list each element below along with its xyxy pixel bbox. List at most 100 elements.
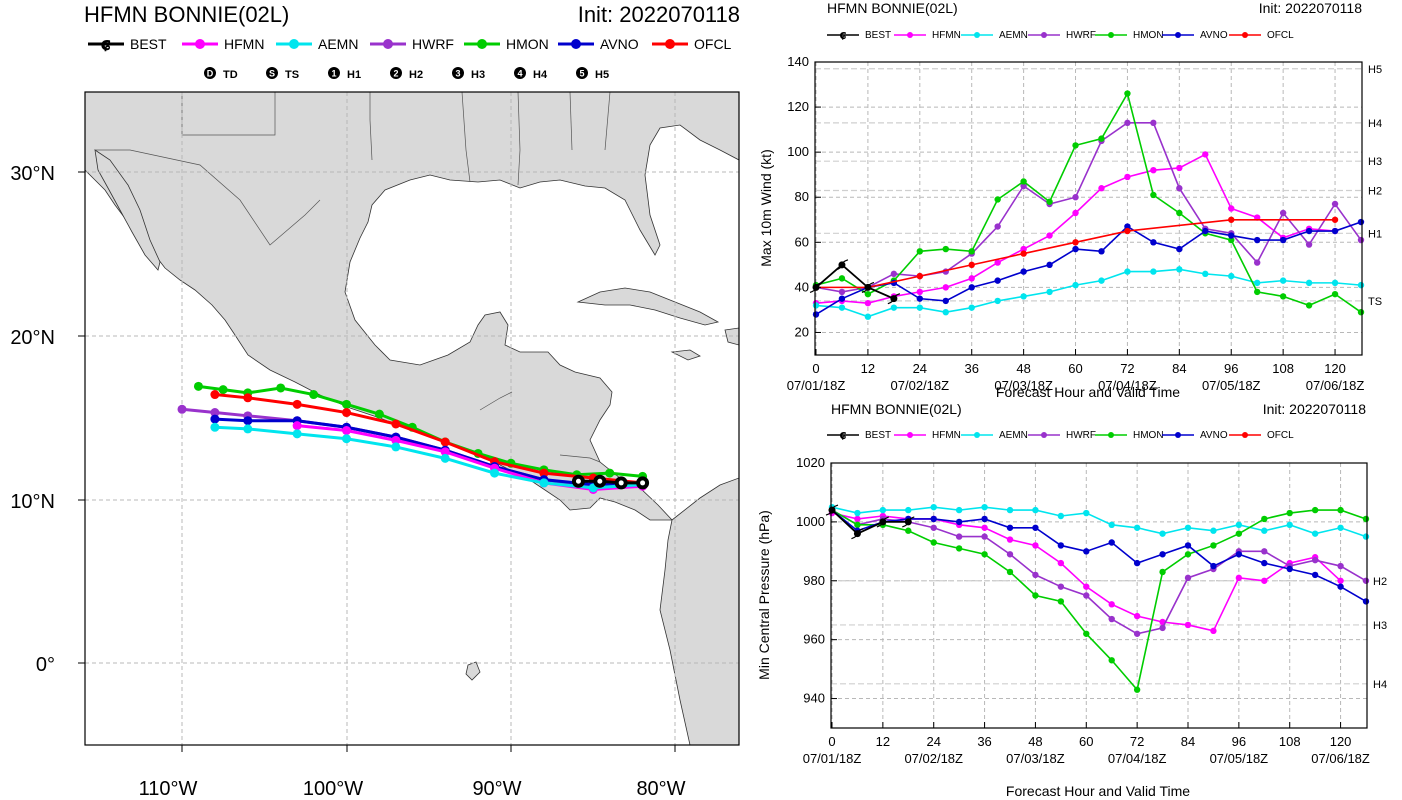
- data-point-hwrf: [890, 270, 898, 278]
- series-line-aemn: [831, 506, 1367, 538]
- legend-marker-ofcl: [1242, 32, 1248, 38]
- track-point-hmon: [276, 383, 286, 393]
- data-point-ofcl: [1331, 216, 1339, 223]
- y-tick-label: 40: [795, 279, 809, 294]
- data-point-avno: [1108, 539, 1115, 546]
- data-point-hfmn: [1176, 164, 1183, 172]
- data-point-avno: [930, 515, 937, 523]
- galapagos-islands: [465, 661, 481, 681]
- data-point-aemn: [994, 297, 1001, 305]
- hurricane-symbol-icon: [851, 528, 864, 540]
- baja-california: [94, 149, 161, 271]
- legend-label-hmon: HMON: [506, 36, 549, 52]
- legend-label-avno: AVNO: [1200, 430, 1228, 441]
- intensity-label-h3: H3: [471, 69, 485, 81]
- x-tick-label: 108: [1272, 361, 1294, 376]
- pressure-chart-legend: ɕ BEST HFMN AEMN HWRF HMON AVNO OFCL: [827, 428, 1294, 442]
- data-point-aemn: [890, 304, 898, 311]
- wind-chart-ticks: 20 40 60 80 100 120 140 0 12 24 36 48 60 72 84 96 108 120…: [787, 54, 1365, 393]
- data-point-ofcl: [916, 272, 924, 280]
- hurricane-symbol-icon: [902, 516, 915, 528]
- data-point-hwrf: [1150, 119, 1157, 127]
- border-line: [569, 92, 573, 151]
- data-point-hwrf: [1261, 548, 1268, 555]
- x-tick-label: 12: [876, 734, 890, 749]
- data-point-hmon: [864, 290, 872, 298]
- legend-label-hwrf: HWRF: [412, 36, 454, 52]
- data-point-avno: [981, 515, 988, 523]
- pressure-chart-ticks: 940 960 980 1000 1020 0 12 24 36 48 60 72 84 96 108 120…: [796, 455, 1370, 766]
- data-point-hmon: [1124, 90, 1131, 97]
- north-america-landmass: [85, 92, 739, 521]
- x-date-label: 07/06/18Z: [1311, 751, 1370, 766]
- data-point-aemn: [1286, 521, 1293, 529]
- data-point-aemn: [879, 506, 887, 514]
- intensity-label-h4: H4: [533, 69, 548, 81]
- latitude-label: 30°N: [10, 163, 55, 185]
- jamaica: [670, 349, 701, 361]
- track-line-aemn: [214, 425, 643, 490]
- track-point-hmon: [218, 385, 228, 395]
- border-line: [559, 454, 601, 463]
- series-line-best: [831, 509, 909, 535]
- data-point-hwrf: [1006, 551, 1014, 558]
- data-point-avno: [1235, 551, 1243, 558]
- data-point-ofcl: [1228, 216, 1235, 223]
- data-point-avno: [1357, 218, 1365, 226]
- legend-label-hfmn: HFMN: [932, 30, 961, 41]
- track-point-hfmn: [440, 447, 450, 457]
- data-point-hmon: [968, 248, 975, 255]
- data-point-hmon: [1046, 198, 1053, 205]
- border-line: [369, 92, 373, 161]
- data-point-hmon: [942, 245, 949, 253]
- data-point-aemn: [942, 308, 949, 316]
- data-point-hwrf: [1331, 200, 1339, 208]
- intensity-symbol-text: 4: [517, 69, 522, 79]
- legend-label-hfmn: HFMN: [224, 36, 264, 52]
- data-point-avno: [955, 518, 963, 526]
- data-point-hmon: [1006, 568, 1014, 576]
- legend-label-aemn: AEMN: [999, 430, 1028, 441]
- data-point-hmon: [1159, 568, 1166, 576]
- data-point-aemn: [1083, 509, 1090, 517]
- data-point-hfmn: [942, 284, 949, 291]
- data-point-hwrf: [930, 524, 937, 531]
- data-point-avno: [1072, 245, 1079, 253]
- data-point-aemn: [1331, 279, 1339, 287]
- wind-chart-series: [809, 90, 1365, 320]
- intensity-symbol-h3: [452, 67, 464, 79]
- track-point-aemn: [490, 468, 500, 478]
- intensity-symbol-text: 2: [393, 69, 398, 79]
- map-geography: [85, 92, 739, 745]
- data-point-hwrf: [1124, 119, 1131, 127]
- x-tick-label: 108: [1279, 734, 1301, 749]
- data-point-hfmn: [1124, 173, 1131, 181]
- data-point-hmon: [1176, 209, 1183, 217]
- data-point-hfmn: [1202, 151, 1209, 158]
- data-point-hmon: [981, 551, 988, 558]
- x-tick-label: 24: [913, 361, 927, 376]
- data-point-hmon: [1072, 142, 1079, 149]
- data-point-avno: [916, 295, 924, 302]
- data-point-aemn: [1305, 279, 1313, 287]
- data-point-hwrf: [1253, 259, 1261, 266]
- x-tick-label: 96: [1224, 361, 1238, 376]
- data-point-ofcl: [1020, 250, 1027, 257]
- track-point-ofcl: [292, 399, 302, 409]
- wind-chart-gridlines: [815, 61, 1362, 355]
- data-point-hfmn: [1337, 577, 1344, 584]
- intensity-symbol-ts: [266, 67, 278, 79]
- series-line-avno: [815, 221, 1362, 316]
- legend-marker-hfmn: [907, 432, 913, 438]
- wind-chart-xlabel: Forecast Hour and Valid Time: [996, 384, 1180, 400]
- data-point-avno: [1083, 548, 1090, 555]
- data-point-hfmn: [864, 299, 872, 307]
- data-point-avno: [994, 277, 1001, 284]
- border-line: [479, 391, 513, 411]
- latitude-label: 0°: [36, 654, 55, 676]
- x-date-label: 07/05/18Z: [1210, 751, 1269, 766]
- data-point-aemn: [1150, 268, 1157, 275]
- data-point-aemn: [1202, 270, 1209, 278]
- track-point-ofcl: [342, 408, 351, 418]
- data-point-hmon: [1362, 515, 1370, 523]
